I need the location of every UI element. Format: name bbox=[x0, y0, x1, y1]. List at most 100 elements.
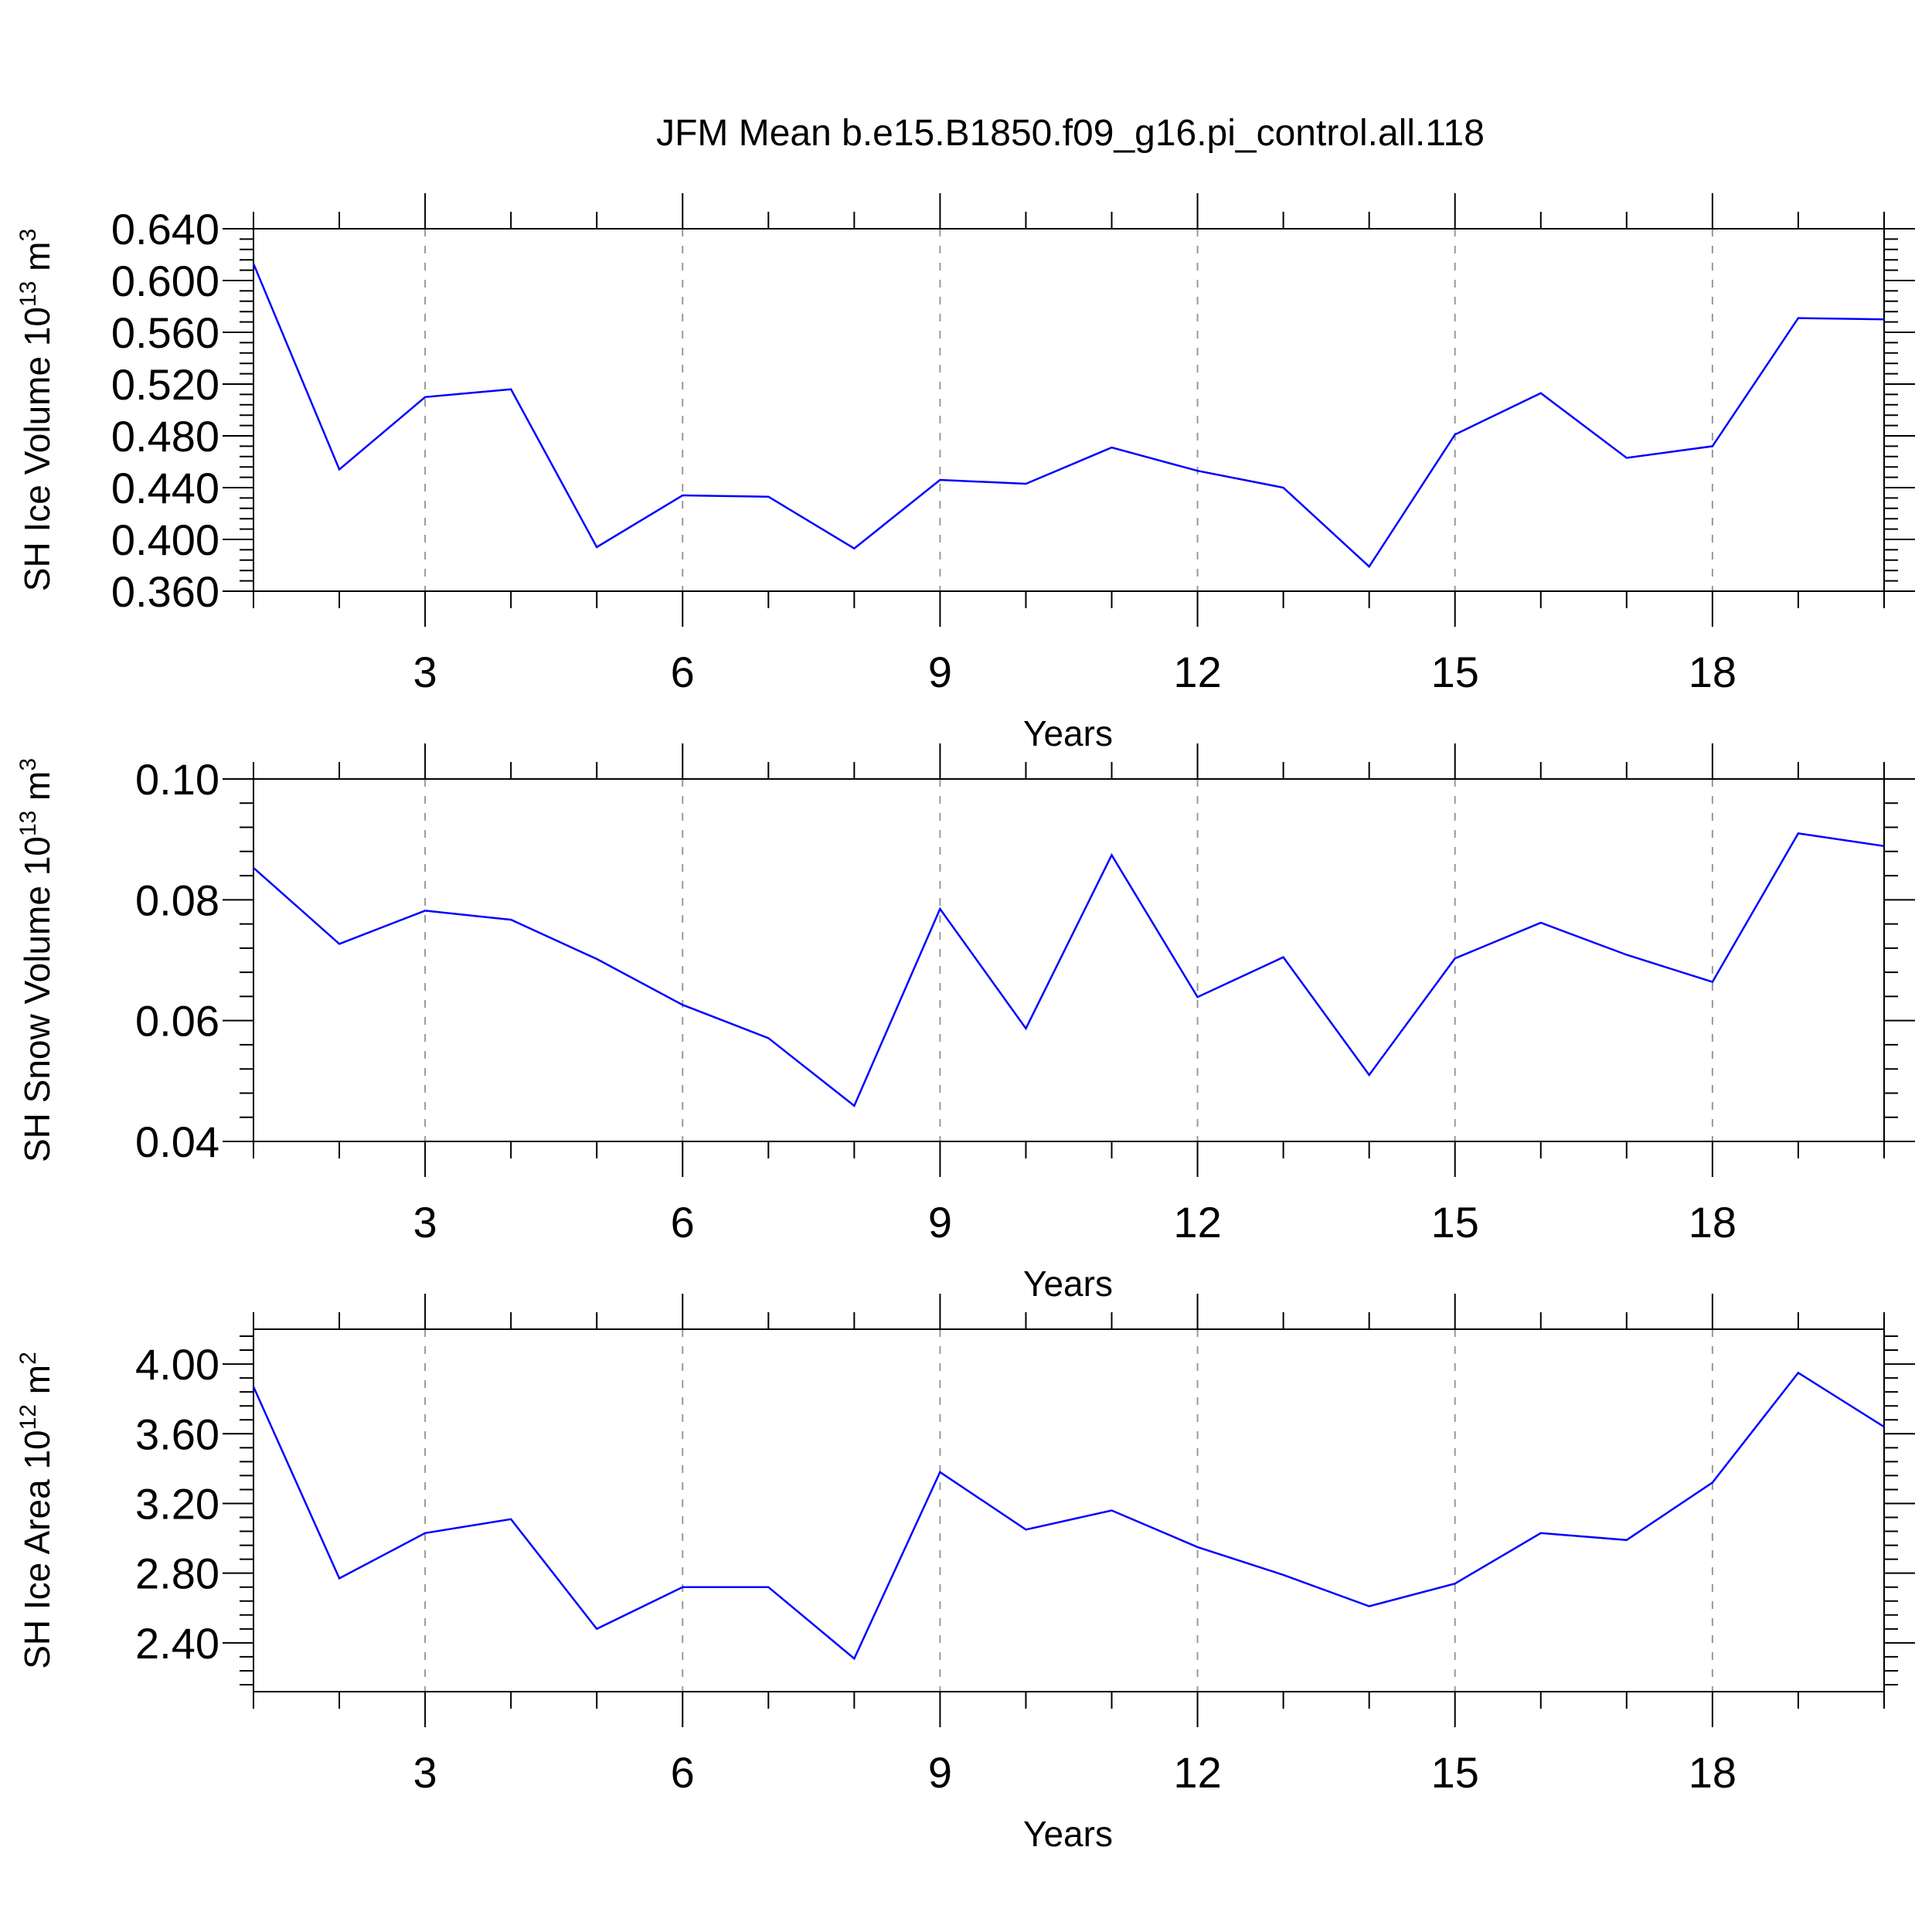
data-point bbox=[1281, 1573, 1286, 1577]
x-tick-label: 15 bbox=[1431, 648, 1479, 696]
data-point bbox=[1882, 317, 1886, 321]
data-point bbox=[1710, 980, 1715, 985]
y-tick-label: 0.480 bbox=[111, 412, 219, 461]
data-point bbox=[937, 906, 942, 911]
x-tick-label: 15 bbox=[1431, 1198, 1479, 1247]
x-axis-title: Years bbox=[1023, 1814, 1113, 1854]
y-axis-title: SH Ice Area 1012 m2 bbox=[15, 1352, 57, 1669]
y-axis-title: SH Ice Volume 1013 m3 bbox=[15, 229, 57, 591]
data-point bbox=[1281, 485, 1286, 490]
data-point bbox=[1023, 1527, 1028, 1532]
data-point bbox=[1624, 952, 1629, 957]
data-point bbox=[509, 387, 513, 392]
data-point bbox=[1453, 1581, 1458, 1586]
data-point bbox=[1196, 995, 1200, 999]
data-point bbox=[1110, 852, 1114, 857]
data-point bbox=[1624, 455, 1629, 460]
data-point bbox=[937, 478, 942, 482]
y-tick-label: 0.520 bbox=[111, 360, 219, 409]
x-tick-label: 3 bbox=[413, 1748, 437, 1797]
x-tick-label: 3 bbox=[413, 648, 437, 696]
y-axis-title: SH Snow Volume 1013 m3 bbox=[15, 758, 57, 1162]
data-point bbox=[1367, 1073, 1372, 1077]
x-tick-label: 6 bbox=[671, 1198, 695, 1247]
y-tick-label: 0.600 bbox=[111, 257, 219, 305]
data-point bbox=[509, 1517, 513, 1522]
data-point bbox=[1196, 1545, 1200, 1549]
x-axis-title: Years bbox=[1023, 713, 1113, 753]
series-line bbox=[253, 832, 1885, 1107]
data-point bbox=[1710, 1480, 1715, 1485]
x-tick-label: 12 bbox=[1173, 1748, 1221, 1797]
data-point bbox=[1110, 1509, 1114, 1513]
data-point bbox=[1882, 1424, 1886, 1429]
plot-frame bbox=[253, 778, 1885, 1142]
x-tick-label: 18 bbox=[1689, 1198, 1736, 1247]
x-tick-label: 9 bbox=[928, 1198, 952, 1247]
data-point bbox=[1796, 831, 1801, 835]
data-point bbox=[1453, 432, 1458, 437]
y-tick-label: 0.04 bbox=[135, 1117, 219, 1166]
data-point bbox=[509, 917, 513, 922]
data-point bbox=[1367, 1604, 1372, 1609]
y-tick-label: 0.400 bbox=[111, 515, 219, 564]
data-point bbox=[1710, 444, 1715, 448]
data-point bbox=[680, 1585, 685, 1590]
x-tick-label: 15 bbox=[1431, 1748, 1479, 1797]
x-tick-label: 18 bbox=[1689, 648, 1736, 696]
data-point bbox=[1110, 445, 1114, 450]
data-point bbox=[594, 1627, 599, 1631]
data-point bbox=[251, 866, 256, 870]
data-point bbox=[937, 1470, 942, 1475]
data-point bbox=[852, 1104, 856, 1108]
chart-panel-1: 0.3600.4000.4400.4800.5200.5600.6000.640… bbox=[15, 193, 1915, 753]
data-point bbox=[1624, 1538, 1629, 1543]
data-point bbox=[423, 395, 427, 400]
data-point bbox=[423, 1531, 427, 1536]
data-point bbox=[766, 495, 770, 499]
panels: 0.3600.4000.4400.4800.5200.5600.6000.640… bbox=[15, 193, 1915, 1854]
y-tick-label: 3.60 bbox=[135, 1410, 219, 1458]
data-point bbox=[1796, 1370, 1801, 1375]
x-tick-label: 3 bbox=[413, 1198, 437, 1247]
y-tick-label: 0.440 bbox=[111, 464, 219, 512]
data-point bbox=[852, 546, 856, 551]
x-tick-label: 6 bbox=[671, 648, 695, 696]
y-tick-label: 2.80 bbox=[135, 1549, 219, 1598]
y-tick-label: 0.10 bbox=[135, 755, 219, 804]
data-point bbox=[1539, 920, 1543, 925]
data-point bbox=[1023, 1026, 1028, 1031]
data-point bbox=[1281, 955, 1286, 960]
y-tick-label: 0.360 bbox=[111, 567, 219, 616]
data-point bbox=[766, 1585, 770, 1590]
y-tick-label: 4.00 bbox=[135, 1340, 219, 1389]
x-tick-label: 12 bbox=[1173, 1198, 1221, 1247]
x-tick-label: 12 bbox=[1173, 648, 1221, 696]
y-tick-label: 0.08 bbox=[135, 876, 219, 924]
data-point bbox=[594, 957, 599, 961]
data-point bbox=[1882, 844, 1886, 849]
data-point bbox=[337, 941, 342, 946]
data-point bbox=[423, 908, 427, 913]
y-tick-label: 0.560 bbox=[111, 308, 219, 357]
data-point bbox=[594, 545, 599, 549]
plot-frame bbox=[253, 1328, 1885, 1692]
data-point bbox=[1539, 391, 1543, 396]
series-line bbox=[252, 1371, 1885, 1661]
data-point bbox=[766, 1036, 770, 1040]
series-line bbox=[252, 263, 1885, 569]
data-point bbox=[1367, 564, 1372, 569]
data-point bbox=[1539, 1531, 1543, 1536]
x-tick-label: 9 bbox=[928, 1748, 952, 1797]
data-point bbox=[337, 1576, 342, 1580]
data-point bbox=[852, 1656, 856, 1661]
data-point bbox=[1796, 316, 1801, 321]
chart-panel-3: 2.40 2.80 3.20 3.60 4.00 3 6 9 12 15 18 Years SH Ice… bbox=[15, 1294, 1915, 1854]
plot-frame bbox=[253, 228, 1885, 592]
x-tick-label: 6 bbox=[671, 1748, 695, 1797]
x-tick-label: 18 bbox=[1689, 1748, 1736, 1797]
data-point bbox=[1023, 481, 1028, 486]
data-point bbox=[251, 261, 256, 266]
data-point bbox=[1196, 468, 1200, 473]
